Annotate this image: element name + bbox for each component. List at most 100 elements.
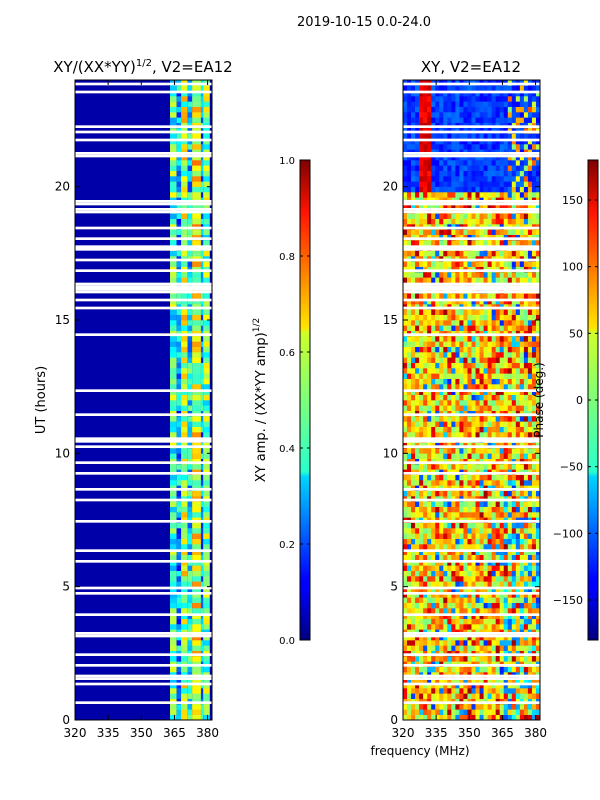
phase-cell [503,464,509,470]
phase-cell [431,133,436,139]
phase-cell [491,144,496,150]
phase-cell [499,176,505,182]
phase-cell [451,394,456,401]
amplitude-band-6-cell [203,528,210,534]
amplitude-band-3-cell [187,618,193,625]
phase-cell [423,341,428,347]
phase-cell [507,277,513,283]
phase-cell [511,618,517,625]
phase-cell [459,154,464,161]
phase-cell [507,512,513,518]
phase-cell [407,320,412,326]
phase-cell [451,384,456,390]
phase-cell [531,640,537,646]
phase-cell [491,682,496,689]
phase-cell [419,624,424,630]
amplitude-band-1-cell [176,528,182,534]
phase-cell [431,90,436,97]
phase-cell [475,373,480,379]
phase-cell [475,613,480,619]
phase-cell [423,682,428,689]
phase-cell [467,618,472,625]
phase-cell [403,533,408,539]
phase-cell [455,138,460,145]
phase-cell [439,165,444,171]
phase-cell [459,101,464,107]
phase-cell [519,538,525,545]
phase-cell [515,464,521,470]
phase-cell [471,682,476,689]
phase-cell [491,677,496,683]
phase-cell [415,229,420,235]
amplitude-colorbar-tick-label: 0.4 [279,444,295,455]
phase-cell [515,608,521,614]
phase-cell [487,549,492,555]
phase-cell [415,101,420,107]
phase-cell [439,544,444,550]
amplitude-band-1-cell [176,549,182,555]
phase-cell [491,645,496,651]
phase-cell [451,176,456,182]
phase-cell [403,101,408,107]
phase-cell [447,576,452,582]
phase-cell [443,714,448,720]
phase-cell [523,400,529,406]
phase-cell [407,714,412,720]
phase-cell [523,277,529,283]
phase-cell [435,352,440,358]
phase-cell [483,688,488,694]
phase-cell [423,368,428,374]
phase-cell [527,298,533,305]
amplitude-band-4-cell [192,192,201,198]
phase-cell [455,416,460,422]
phase-cell [463,554,468,561]
phase-cell [423,544,428,550]
phase-cell [411,538,416,545]
phase-cell [459,309,464,315]
amplitude-band-5-cell [200,709,204,715]
phase-cell [471,597,476,603]
amplitude-band-4-cell [192,522,201,529]
phase-cell [527,608,533,614]
phase-cell [519,624,525,630]
phase-cell [451,154,456,161]
phase-cell [531,378,537,385]
phase-cell [419,608,424,614]
phase-cell [471,640,476,646]
phase-cell [431,170,436,177]
amplitude-band-4-cell [192,309,201,315]
phase-cell [411,501,416,507]
amplitude-band-6-cell [203,464,210,470]
phase-cell [459,341,464,347]
phase-cell [531,272,537,278]
phase-cell [431,320,436,326]
amplitude-band-5-cell [200,416,204,422]
phase-cell [527,250,533,257]
amplitude-band-6-cell [203,389,210,395]
phase-cell [475,544,480,550]
phase-cell [435,218,440,225]
phase-cell [535,117,540,123]
phase-cell [531,336,537,342]
amplitude-band-3-cell [187,549,193,555]
amplitude-band-1-cell [176,693,182,699]
amplitude-band-4-cell [192,346,201,353]
phase-cell [431,346,436,353]
phase-cell [479,645,484,651]
flagged-row [75,258,212,262]
phase-cell [435,528,440,534]
phase-cell [427,240,432,246]
amplitude-band-5-cell [200,272,204,278]
phase-cell [423,272,428,278]
phase-cell [519,192,525,198]
phase-cell [511,186,517,193]
phase-cell [427,154,432,161]
phase-cell [463,293,468,299]
amplitude-band-5-cell [200,165,204,171]
phase-cell [423,144,428,150]
phase-cell [531,624,537,630]
phase-cell [463,112,468,118]
amplitude-band-1-cell [176,634,182,641]
phase-cell [459,229,464,235]
